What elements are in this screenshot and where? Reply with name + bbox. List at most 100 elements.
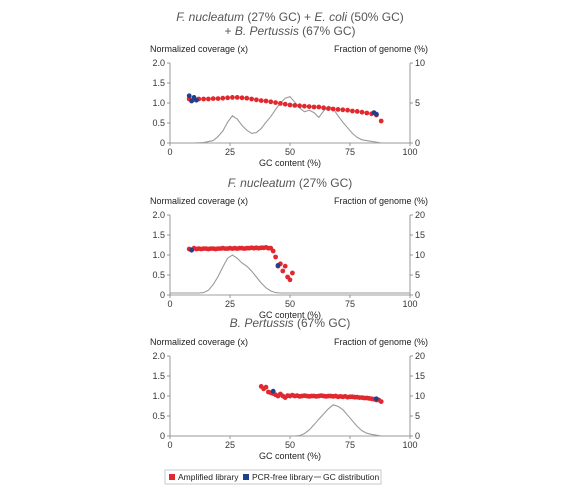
chart-title-line2-part: B. Pertussis <box>235 24 299 38</box>
pcr-free-point <box>374 111 379 117</box>
amplified-point <box>254 97 259 103</box>
legend-box <box>164 469 382 485</box>
chart-title-part: F. nucleatum <box>176 10 244 24</box>
y-tick-label-right: 5 <box>415 98 420 108</box>
y-tick-label-right: 20 <box>415 351 425 361</box>
amplified-point <box>282 263 288 269</box>
amplified-point <box>278 101 283 106</box>
x-tick-label: 25 <box>225 299 235 309</box>
amplified-point <box>297 103 302 109</box>
pcr-free-point <box>270 388 276 394</box>
x-axis-label: GC content (%) <box>259 158 321 168</box>
y-tick-label-right: 0 <box>415 290 420 300</box>
chart-title-part: B. Pertussis <box>230 316 294 330</box>
amplified-point <box>290 270 295 276</box>
y-tick-label-right: 5 <box>415 411 420 421</box>
amplified-point <box>335 107 341 112</box>
pcr-free-point <box>275 263 281 268</box>
amplified-point <box>225 95 231 101</box>
y-axis-label-left: Normalized coverage (x) <box>150 196 248 206</box>
x-tick-label: 0 <box>167 147 172 157</box>
chart-title-part: (67% GC) <box>294 316 351 330</box>
legend: Amplified library PCR-free library GC dist… <box>164 469 382 485</box>
series-amplified <box>186 95 384 124</box>
y-tick-label-left: 1.0 <box>152 98 165 108</box>
amplified-point <box>263 98 269 104</box>
y-tick-label-right: 15 <box>415 230 425 240</box>
y-tick-label-right: 15 <box>415 371 425 381</box>
y-tick-label-right: 20 <box>415 210 425 220</box>
y-tick-label-left: 0 <box>160 138 165 148</box>
x-tick-label: 75 <box>345 299 355 309</box>
pcr-free-point <box>374 396 379 402</box>
y-tick-label-left: 1.0 <box>152 250 165 260</box>
y-tick-label-left: 2.0 <box>152 351 165 361</box>
y-tick-label-left: 0 <box>160 290 165 300</box>
chart-title: F. nucleatum (27% GC) + E. coli (50% GC) <box>176 10 404 24</box>
y-tick-label-left: 1.5 <box>152 371 165 381</box>
x-tick-label: 25 <box>225 147 235 157</box>
legend-label: GC distribution <box>323 472 379 482</box>
x-tick-label: 75 <box>345 440 355 450</box>
pcr-free-point <box>186 93 192 99</box>
legend-swatch-pcr-free <box>243 474 249 480</box>
y-tick-label-left: 1.5 <box>152 78 165 88</box>
amplified-point <box>378 118 384 124</box>
amplified-point <box>270 248 276 254</box>
y-tick-label-right: 5 <box>415 270 420 280</box>
amplified-point <box>234 95 240 100</box>
amplified-point <box>287 277 293 283</box>
chart-title-part: (27% GC) <box>296 176 353 190</box>
series-amplified <box>258 384 384 404</box>
y-tick-label-left: 0.5 <box>152 118 165 128</box>
chart-title: F. nucleatum (27% GC) <box>228 176 353 190</box>
legend-label: Amplified library <box>178 472 239 482</box>
amplified-point <box>215 96 221 101</box>
x-tick-label: 100 <box>402 299 417 309</box>
amplified-point <box>287 102 293 108</box>
y-tick-label-right: 10 <box>415 250 425 260</box>
y-tick-label-right: 0 <box>415 138 420 148</box>
y-tick-label-left: 2.0 <box>152 58 165 68</box>
pcr-free-point <box>189 247 195 253</box>
pcr-free-point <box>189 98 195 104</box>
amplified-point <box>345 107 350 113</box>
amplified-point <box>378 399 384 404</box>
amplified-point <box>244 95 250 101</box>
amplified-point <box>249 96 255 102</box>
amplified-point <box>364 110 370 116</box>
amplified-point <box>258 98 264 103</box>
chart-panel-1: F. nucleatum (27% GC) + E. coli (50% GC)… <box>150 10 428 168</box>
x-axis-label: GC content (%) <box>259 310 321 320</box>
amplified-point <box>321 105 326 111</box>
x-axis-label: GC content (%) <box>259 451 321 461</box>
y-axis-label-right: Fraction of genome (%) <box>334 196 428 206</box>
amplified-point <box>354 109 360 114</box>
amplified-point <box>201 96 207 102</box>
chart-title-part: (50% GC) <box>347 10 404 24</box>
y-tick-label-left: 0.5 <box>152 411 165 421</box>
amplified-point <box>292 103 298 108</box>
amplified-point <box>330 106 336 112</box>
amplified-point <box>350 108 355 114</box>
chart-title: B. Pertussis (67% GC) <box>230 316 351 330</box>
amplified-point <box>210 96 216 101</box>
x-tick-label: 50 <box>285 440 295 450</box>
y-tick-label-right: 10 <box>415 391 425 401</box>
y-axis-label-right: Fraction of genome (%) <box>334 337 428 347</box>
series-pcr-free <box>270 388 379 402</box>
y-axis-label-right: Fraction of genome (%) <box>334 44 428 54</box>
gc-distribution-line <box>170 404 410 437</box>
amplified-point <box>273 254 278 260</box>
amplified-point <box>340 107 346 113</box>
chart-panel-3: B. Pertussis (67% GC) Normalized coverage… <box>150 316 428 461</box>
y-tick-label-left: 2.0 <box>152 210 165 220</box>
y-tick-label-left: 1.0 <box>152 391 165 401</box>
chart-panel-2: F. nucleatum (27% GC) Normalized coverage… <box>150 176 428 320</box>
series-pcr-free <box>186 93 379 117</box>
amplified-point <box>302 103 307 109</box>
y-tick-label-left: 0.5 <box>152 270 165 280</box>
gc-distribution-line <box>170 95 410 144</box>
legend-swatch-amplified <box>169 474 175 480</box>
amplified-point <box>239 95 245 101</box>
